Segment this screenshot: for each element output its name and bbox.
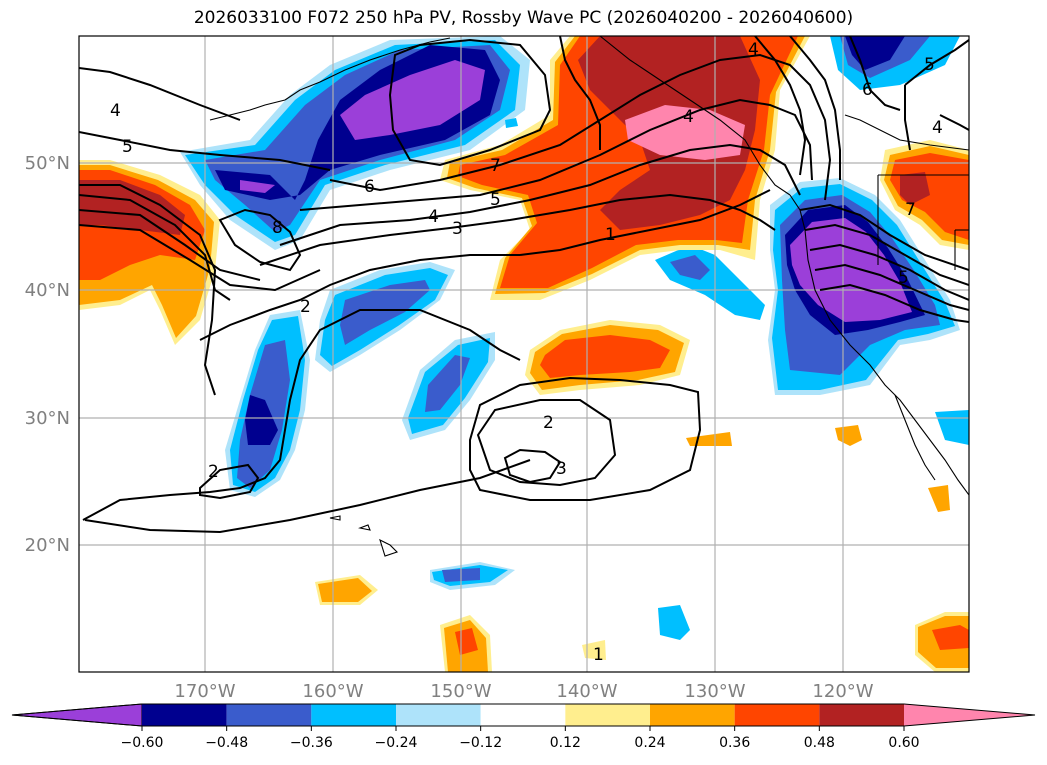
positive-anomaly-tiny2: [505, 118, 518, 128]
colorbar-swatch: [819, 704, 904, 726]
contour-label: 3: [452, 219, 463, 239]
lon-label: 150°W: [430, 681, 491, 702]
colorbar-max-arrow: [904, 704, 1035, 726]
contour-label: 4: [110, 101, 121, 121]
colorbar-swatch: [142, 704, 227, 726]
contour-label: 4: [932, 118, 943, 138]
contour-label: 7: [490, 156, 501, 176]
negative-anomaly-central1-core2: [340, 280, 430, 345]
longitude-labels: 170°W 160°W 150°W 140°W 130°W 120°W: [174, 681, 873, 702]
colorbar-swatch: [311, 704, 396, 726]
lon-label: 140°W: [556, 681, 617, 702]
plot-frame: [78, 35, 970, 673]
colorbar: −0.60 −0.48 −0.36 −0.24 −0.12 0.12 0.24 0.36 0.4…: [11, 703, 1036, 751]
contour-label: 1: [605, 225, 616, 245]
contour-label: 8: [272, 218, 283, 238]
latitude-labels: 50°N 40°N 30°N 20°N: [25, 153, 70, 556]
negative-anomaly-ne-core: [670, 255, 710, 280]
contour-label: 4: [683, 107, 694, 127]
positive-anomaly-central-3: [540, 335, 670, 378]
colorbar-tick-label: −0.48: [205, 735, 248, 751]
negative-anomaly-south2: [658, 605, 690, 640]
colorbar-min-arrow: [11, 703, 143, 727]
colorbar-tick-label: −0.12: [459, 735, 502, 751]
contour-label: 7: [905, 200, 916, 220]
contour-label: 5: [924, 55, 935, 75]
colorbar-swatch: [396, 704, 481, 726]
negative-anomaly-west-core3: [245, 395, 278, 445]
positive-anomaly-small1-core: [318, 578, 372, 602]
negative-anomaly-california-core4: [790, 218, 912, 322]
positive-anomaly-rockies-4: [900, 172, 930, 205]
positive-anomaly-tiny: [582, 640, 606, 660]
contour-label: 3: [556, 459, 567, 479]
contour-label: 6: [364, 177, 375, 197]
lat-label: 40°N: [25, 280, 70, 301]
contour-label: 4: [428, 207, 439, 227]
positive-anomaly-small4: [835, 425, 862, 446]
lon-label: 160°W: [302, 681, 363, 702]
positive-anomaly-west-4: [79, 180, 185, 235]
colorbar-tick-label: −0.60: [121, 735, 164, 751]
contour-label: 5: [490, 190, 501, 210]
negative-anomaly-mid-core2: [425, 355, 470, 412]
negative-anomaly-se-coast: [935, 410, 969, 445]
pv-contours: [79, 36, 969, 534]
colorbar-tick-label: 0.48: [804, 735, 835, 751]
colorbar-swatch: [650, 704, 735, 726]
contour-label: 4: [748, 40, 759, 60]
contour-label: 5: [122, 137, 133, 157]
lon-label: 130°W: [684, 681, 745, 702]
lon-label: 170°W: [174, 681, 235, 702]
colorbar-tick-label: 0.36: [719, 735, 750, 751]
colorbar-swatch: [226, 704, 312, 726]
contour-label: 2: [543, 413, 554, 433]
coastlines: [209, 36, 969, 557]
contour-label: 1: [593, 645, 604, 665]
lat-label: 30°N: [25, 408, 70, 429]
lon-label: 120°W: [812, 681, 873, 702]
lat-label: 50°N: [25, 153, 70, 174]
contour-label: 5: [898, 268, 909, 288]
negative-anomaly-north-core4: [240, 60, 485, 193]
colorbar-swatch: [734, 704, 820, 726]
colorbar-swatch: [565, 704, 650, 726]
colorbar-swatch: [480, 704, 566, 726]
contour-label: 2: [300, 297, 311, 317]
contour-label: 6: [862, 80, 873, 100]
colorbar-tick-label: 0.60: [888, 735, 919, 751]
colorbar-tick-label: 0.12: [550, 735, 581, 751]
contour-labels: 4 5 6 7 5 4 3 1 2 2 2 3 4 6 5 4 5 7 4 8 …: [110, 40, 943, 665]
map-title: 2026033100 F072 250 hPa PV, Rossby Wave …: [193, 8, 854, 28]
colorbar-tick-label: −0.36: [290, 735, 333, 751]
colorbar-tick-label: −0.24: [375, 735, 418, 751]
contour-label: 2: [208, 462, 219, 482]
lat-label: 20°N: [25, 535, 70, 556]
positive-anomaly-se-3: [932, 625, 969, 650]
colorbar-tick-label: 0.24: [634, 735, 665, 751]
positive-anomaly-small5: [928, 485, 950, 512]
